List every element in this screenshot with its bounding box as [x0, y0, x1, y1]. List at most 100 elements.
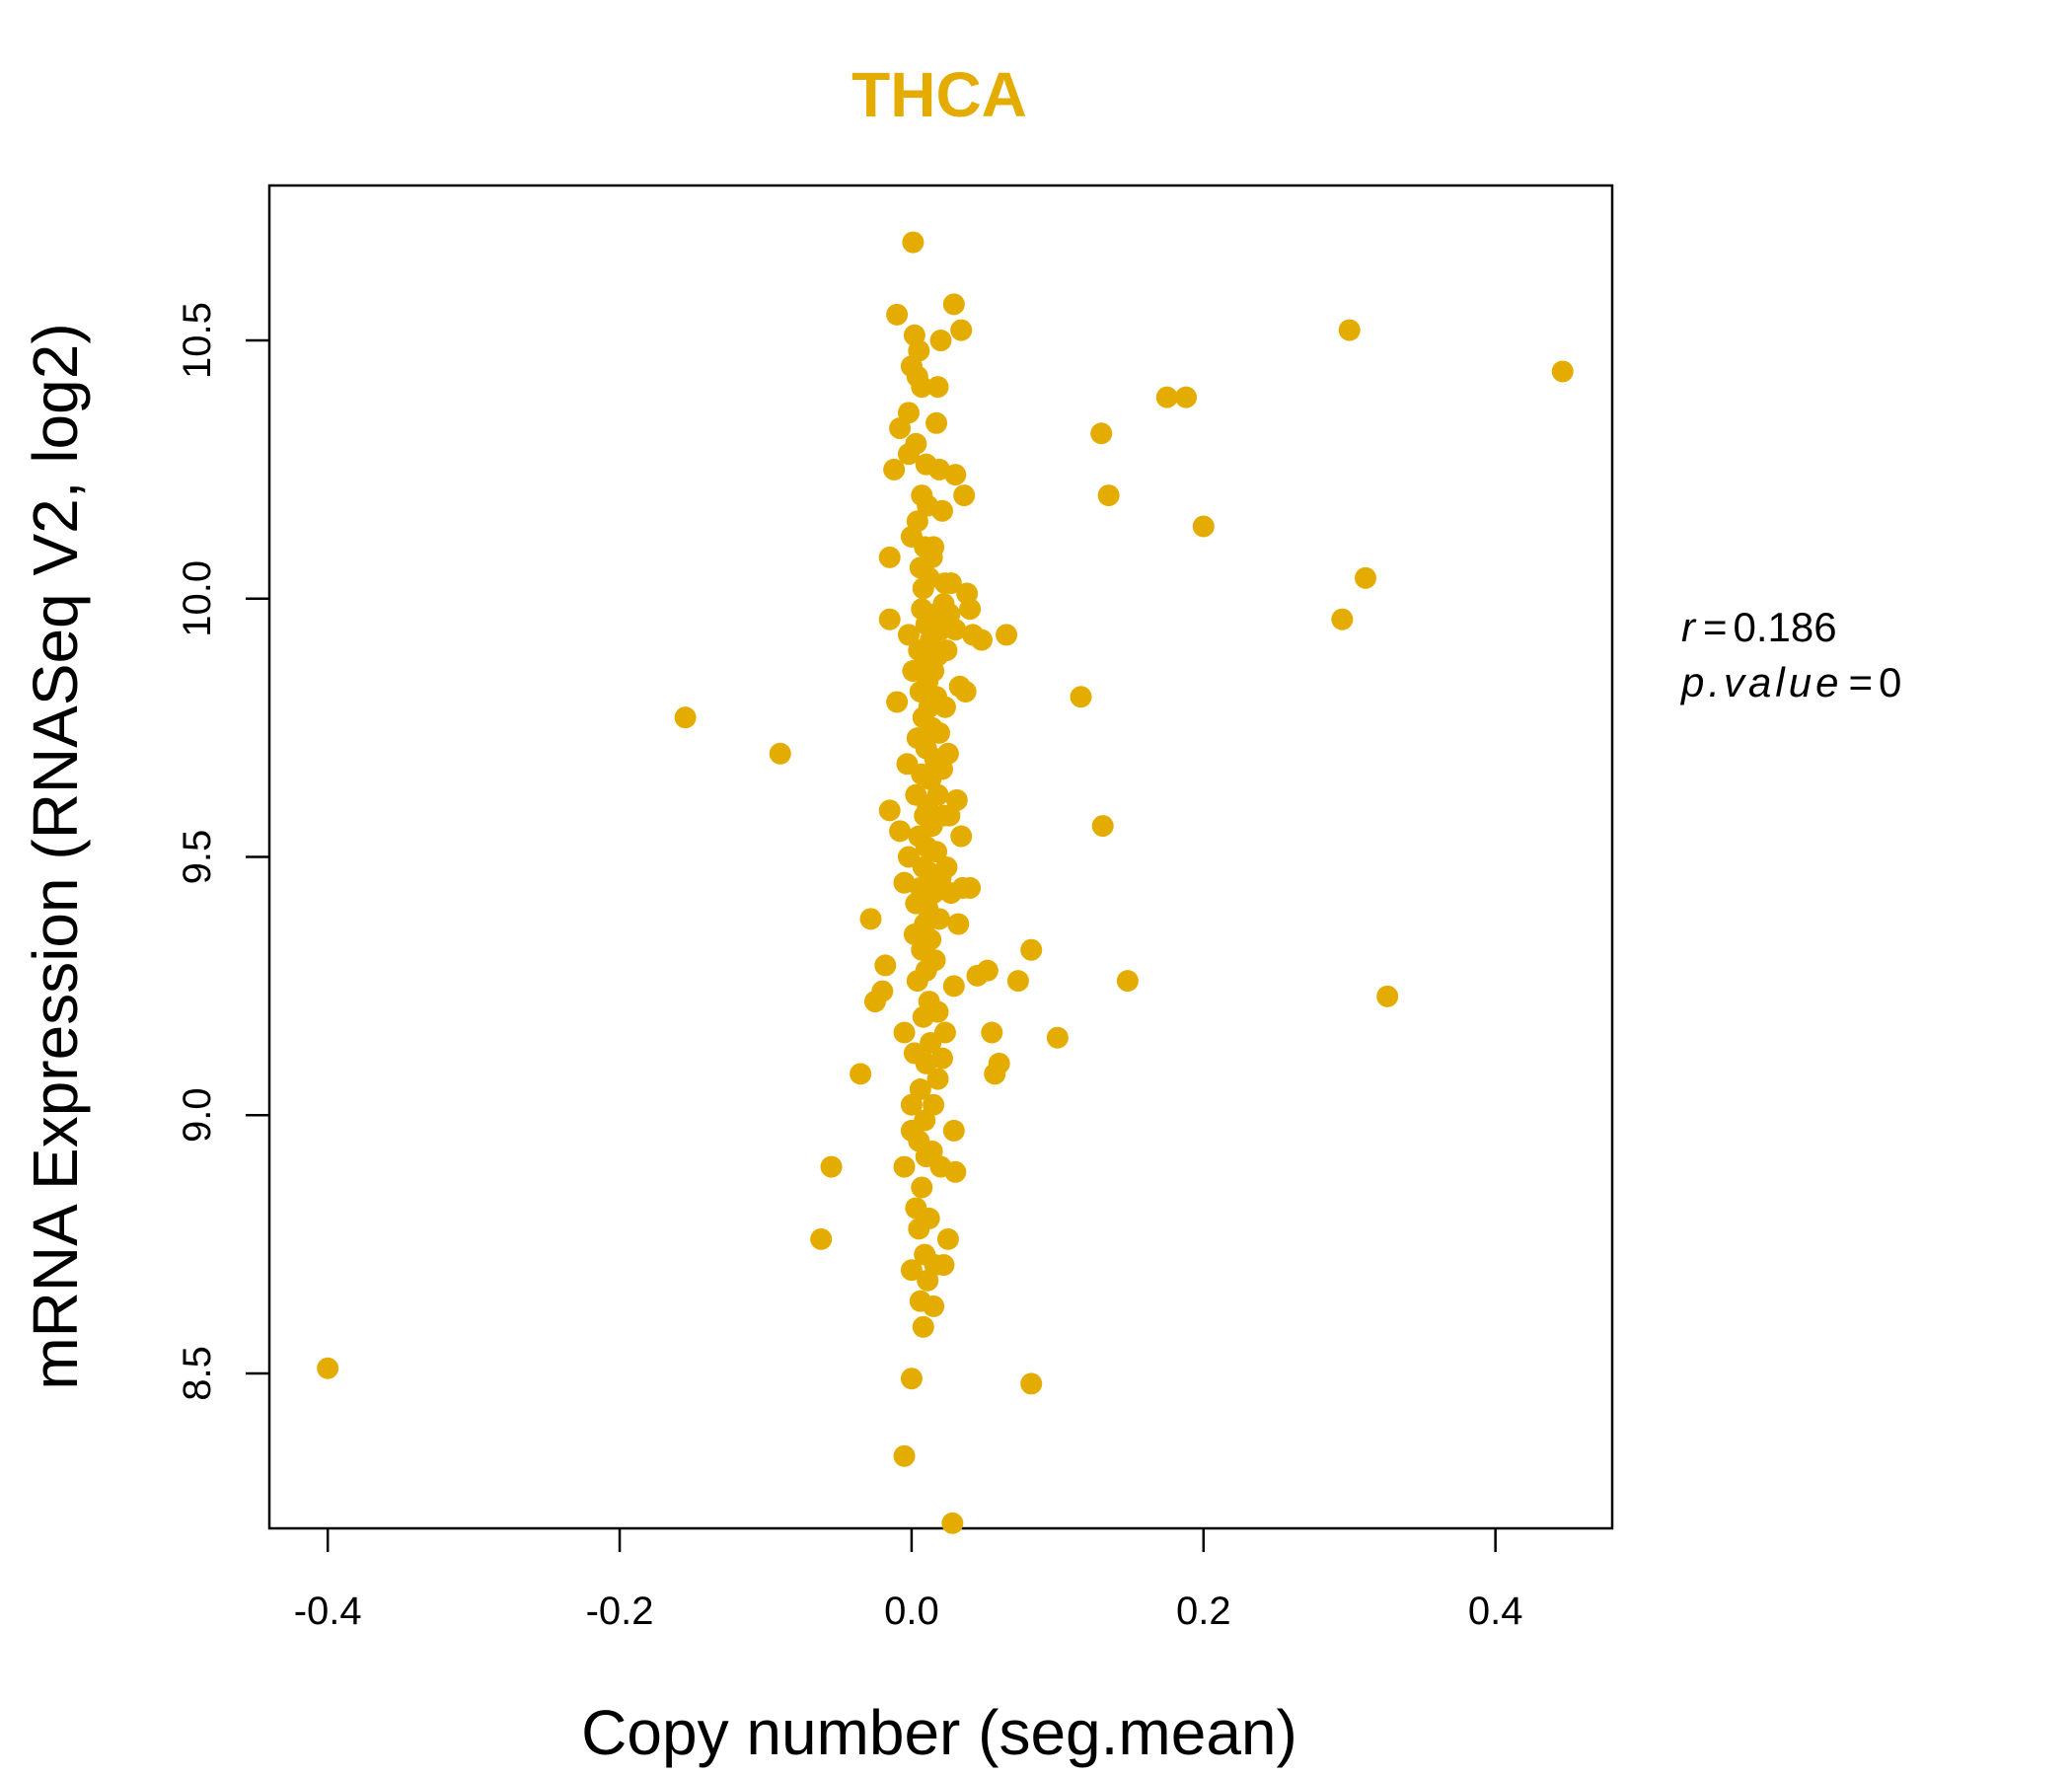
data-point: [954, 680, 977, 703]
x-tick-label: 0.4: [1468, 1590, 1523, 1633]
data-point: [859, 908, 882, 930]
x-tick-label: -0.2: [586, 1590, 654, 1633]
data-point: [1338, 319, 1361, 341]
x-axis: -0.4 -0.2 0.0 0.2 0.4: [294, 1528, 1523, 1633]
data-point: [1155, 386, 1178, 408]
data-point: [925, 411, 948, 434]
data-point: [959, 876, 982, 899]
data-point: [928, 721, 951, 744]
data-point: [953, 484, 976, 507]
x-tick-label: 0.2: [1176, 1590, 1231, 1633]
stat-p-value: 0: [1879, 659, 1901, 705]
data-point: [871, 980, 894, 1002]
y-tick-label: 8.5: [176, 1346, 219, 1401]
data-point: [950, 825, 973, 848]
data-point: [909, 1078, 931, 1101]
data-point: [976, 959, 999, 982]
data-point: [924, 949, 946, 972]
y-tick-label: 10.5: [176, 302, 219, 379]
data-point: [1006, 970, 1029, 993]
data-point: [936, 1227, 959, 1250]
data-point: [893, 1155, 916, 1178]
y-axis-label: mRNA Expression (RNASeq V2, log2): [20, 323, 91, 1389]
data-point: [886, 691, 909, 713]
data-point: [926, 1068, 949, 1090]
data-point: [918, 1207, 940, 1229]
data-point: [942, 1119, 965, 1142]
stat-p: p.value = 0: [1679, 659, 1901, 705]
data-point: [929, 330, 952, 352]
y-tick-label: 10.0: [176, 560, 219, 637]
data-point: [878, 608, 901, 630]
data-point: [674, 706, 697, 729]
data-point: [1551, 360, 1574, 383]
stat-r-value: 0.186: [1734, 604, 1837, 650]
stat-r-label: r: [1681, 604, 1697, 650]
data-point: [944, 1160, 967, 1183]
data-point: [928, 908, 951, 930]
data-point: [941, 1512, 964, 1534]
y-tick-label: 9.0: [176, 1087, 219, 1143]
data-point: [893, 1444, 916, 1467]
data-point: [950, 319, 973, 341]
y-axis: 8.5 9.0 9.5 10.0 10.5: [176, 302, 269, 1401]
data-point: [1046, 1026, 1069, 1049]
data-point: [926, 376, 949, 399]
data-point: [933, 696, 956, 718]
data-point: [959, 598, 982, 621]
chart-title: THCA: [851, 59, 1027, 130]
data-point: [1354, 566, 1376, 589]
data-point: [942, 975, 965, 998]
data-point: [947, 913, 970, 935]
data-point: [820, 1155, 843, 1178]
data-point: [925, 841, 948, 863]
data-point: [970, 629, 993, 651]
data-point: [912, 1315, 934, 1338]
data-point: [911, 376, 933, 399]
data-point: [926, 1000, 949, 1023]
data-point: [933, 1021, 956, 1044]
data-point: [930, 1047, 953, 1070]
data-point: [900, 1368, 923, 1390]
data-point: [1192, 515, 1215, 538]
data-point: [981, 1021, 1003, 1044]
data-point: [1020, 1372, 1043, 1395]
data-point: [883, 458, 906, 481]
data-point: [996, 624, 1018, 646]
data-point: [923, 1093, 945, 1116]
data-point: [1376, 985, 1399, 1007]
data-point: [926, 783, 949, 806]
x-tick-label: -0.4: [294, 1590, 362, 1633]
data-point: [936, 742, 959, 765]
data-point: [1070, 686, 1092, 708]
data-point: [930, 499, 953, 522]
data-point: [1175, 386, 1198, 408]
data-point: [1097, 484, 1120, 507]
data-point: [935, 855, 958, 878]
x-tick-label: 0.0: [884, 1590, 939, 1633]
stat-p-equals: =: [1848, 659, 1873, 705]
y-tick-label: 9.5: [176, 830, 219, 885]
data-points: [317, 231, 1574, 1534]
data-point: [988, 1052, 1010, 1074]
data-point: [939, 572, 962, 595]
data-point: [893, 1021, 916, 1044]
data-point: [902, 231, 925, 254]
data-point: [942, 293, 965, 316]
data-point: [1331, 608, 1354, 630]
stat-r: r = 0.186: [1681, 604, 1837, 650]
data-point: [945, 788, 968, 811]
data-point: [1116, 970, 1139, 993]
data-point: [897, 624, 920, 646]
data-point: [878, 546, 901, 568]
data-point: [1090, 422, 1113, 445]
data-point: [905, 432, 927, 455]
data-point: [897, 402, 920, 424]
data-point: [923, 1295, 945, 1317]
data-point: [886, 303, 909, 326]
data-point: [878, 799, 901, 822]
stat-p-label: p.value: [1679, 659, 1842, 705]
data-point: [935, 639, 958, 662]
data-point: [944, 464, 967, 486]
data-point: [923, 536, 945, 558]
